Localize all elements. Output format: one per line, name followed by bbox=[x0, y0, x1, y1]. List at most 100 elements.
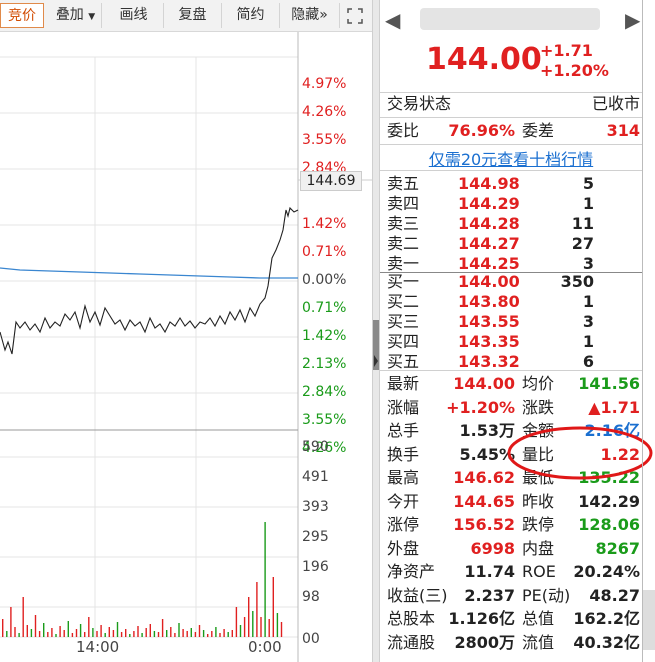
volume-bar bbox=[30, 629, 33, 637]
volume-bar bbox=[260, 617, 262, 637]
order-level-row[interactable]: 买三 143.55 3 bbox=[380, 312, 642, 332]
order-level-row[interactable]: 买五 143.32 6 bbox=[380, 352, 642, 372]
side-panel-edge bbox=[642, 0, 655, 662]
order-level-row[interactable]: 买二 143.80 1 bbox=[380, 292, 642, 312]
volume-bar bbox=[59, 626, 61, 637]
volume-bar bbox=[133, 631, 135, 637]
volume-bar bbox=[174, 633, 176, 637]
percent-axis-label: 4.26% bbox=[302, 440, 347, 456]
volume-bar bbox=[276, 613, 279, 637]
volume-bar bbox=[280, 622, 283, 637]
volume-axis-label: 00 bbox=[302, 631, 320, 647]
stat-row: 净资产 11.74 ROE 20.24% bbox=[380, 560, 642, 583]
order-level-row[interactable]: 买四 143.35 1 bbox=[380, 332, 642, 352]
order-level-label: 卖四 bbox=[387, 194, 420, 213]
stat-value: 40.32亿 bbox=[573, 632, 640, 652]
panel-splitter[interactable] bbox=[372, 0, 380, 662]
tab-auction[interactable]: 竞价 bbox=[0, 3, 44, 28]
stat-value: +1.20% bbox=[446, 397, 515, 417]
stock-name-redacted bbox=[420, 8, 600, 30]
volume-bar bbox=[18, 633, 20, 637]
order-level-label: 买二 bbox=[387, 292, 420, 311]
volume-bar bbox=[219, 633, 221, 637]
volume-bar bbox=[6, 631, 8, 637]
volume-bar bbox=[100, 625, 102, 637]
volume-bar bbox=[92, 628, 94, 637]
volume-bar bbox=[264, 522, 266, 637]
volume-bar bbox=[182, 629, 184, 637]
stat-row: 外盘 6998 内盘 8267 bbox=[380, 537, 642, 560]
volume-bar bbox=[125, 629, 127, 637]
double-chevron-icon: » bbox=[319, 7, 328, 23]
volume-bar bbox=[170, 627, 172, 637]
stat-label: 跌停 bbox=[522, 515, 555, 534]
order-volume: 350 bbox=[560, 272, 594, 291]
order-level-row[interactable]: 卖四 144.29 1 bbox=[380, 194, 642, 214]
chevron-down-icon: ▼ bbox=[88, 12, 96, 22]
tab-draw-line[interactable]: 画线 bbox=[104, 3, 164, 28]
volume-bar bbox=[153, 631, 156, 637]
stat-row: 收益(三) 2.237 PE(动) 48.27 bbox=[380, 584, 642, 607]
stat-label: 总值 bbox=[522, 609, 555, 628]
volume-bar bbox=[51, 628, 53, 637]
percent-axis-label: 3.55% bbox=[302, 412, 347, 428]
stat-value: 8267 bbox=[595, 538, 640, 558]
volume-bar bbox=[248, 597, 250, 637]
order-volume: 1 bbox=[582, 292, 594, 311]
volume-axis-label: 491 bbox=[302, 469, 329, 485]
volume-bar bbox=[75, 629, 78, 637]
prev-stock-icon[interactable]: ◀ bbox=[385, 8, 401, 32]
next-stock-icon[interactable]: ▶ bbox=[625, 8, 641, 32]
tab-simple[interactable]: 简约 bbox=[222, 3, 280, 28]
order-volume: 3 bbox=[582, 312, 594, 331]
order-level-label: 卖三 bbox=[387, 214, 420, 233]
volume-bar bbox=[198, 625, 201, 637]
order-volume: 5 bbox=[582, 174, 594, 193]
order-volume: 1 bbox=[582, 332, 594, 351]
volume-bar bbox=[145, 628, 147, 637]
volume-bar bbox=[202, 630, 205, 637]
volume-axis-label: 196 bbox=[302, 559, 329, 575]
weibi-value: 76.96% bbox=[448, 121, 515, 140]
order-price: 144.25 bbox=[458, 254, 520, 273]
collapse-arrow-icon bbox=[374, 355, 378, 367]
order-volume: 6 bbox=[582, 352, 594, 371]
quote-panel: ◀ ▶ 144.00 +1.71 +1.20% 交易状态 已收市 委比 76.9… bbox=[380, 0, 653, 662]
stat-value: 11.74 bbox=[464, 562, 515, 581]
volume-bar bbox=[272, 577, 274, 637]
volume-bar bbox=[43, 623, 45, 637]
stat-label: 均价 bbox=[522, 374, 555, 393]
ten-level-promo-link[interactable]: 仅需20元查看十档行情 bbox=[428, 150, 594, 169]
volume-bar bbox=[104, 633, 106, 637]
intraday-chart[interactable]: 4.97% 4.26% 3.55% 2.84% 1.42% 0.71% 0.00% 0.71%… bbox=[0, 32, 372, 662]
stat-label: 流通股 bbox=[387, 632, 436, 652]
volume-bar bbox=[63, 630, 65, 637]
stat-value: 6998 bbox=[470, 538, 515, 558]
order-price: 143.35 bbox=[458, 332, 520, 351]
hide-button[interactable]: 隐藏» bbox=[280, 3, 340, 28]
order-level-row[interactable]: 卖一 144.25 3 bbox=[380, 254, 642, 274]
order-level-row[interactable]: 卖三 144.28 11 bbox=[380, 214, 642, 234]
volume-bar bbox=[215, 627, 217, 637]
order-level-label: 卖二 bbox=[387, 234, 420, 253]
order-volume: 1 bbox=[582, 194, 594, 213]
percent-axis-label: 4.26% bbox=[302, 104, 347, 120]
volume-bar bbox=[194, 632, 197, 637]
stat-value: 48.27 bbox=[589, 585, 640, 605]
order-level-row[interactable]: 卖五 144.98 5 bbox=[380, 174, 642, 194]
order-level-row[interactable]: 卖二 144.27 27 bbox=[380, 234, 642, 254]
tab-replay[interactable]: 复盘 bbox=[164, 3, 222, 28]
order-level-label: 买三 bbox=[387, 312, 420, 331]
stat-row: 流通股 2800万 流值 40.32亿 bbox=[380, 631, 642, 654]
overlay-dropdown[interactable]: 叠加 ▼ bbox=[50, 3, 102, 28]
volume-bar bbox=[116, 622, 119, 637]
volume-bar bbox=[112, 630, 115, 637]
order-volume: 3 bbox=[582, 254, 594, 273]
order-price: 144.29 bbox=[458, 194, 520, 213]
stat-label: 收益(三) bbox=[387, 585, 448, 605]
order-level-row[interactable]: 买一 144.00 350 bbox=[380, 272, 642, 292]
volume-bar bbox=[84, 632, 86, 637]
volume-bar bbox=[223, 629, 225, 637]
weicha-label: 委差 bbox=[522, 121, 555, 140]
expand-icon[interactable] bbox=[340, 3, 370, 28]
